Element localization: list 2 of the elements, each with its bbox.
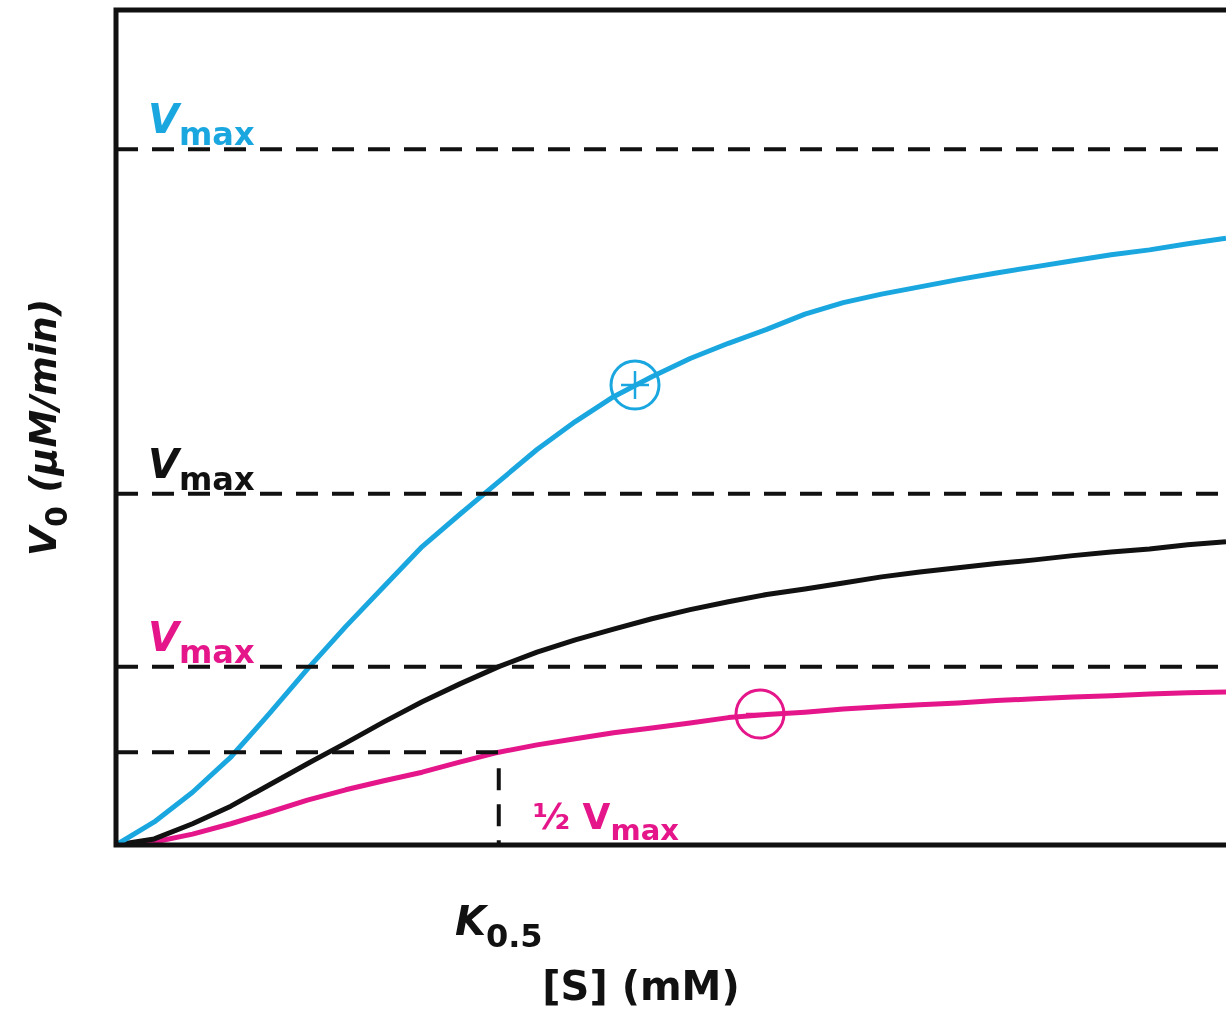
- y-axis-title: V0 (μM/min): [21, 298, 75, 557]
- x-axis-title: [S] (mM): [542, 963, 740, 1009]
